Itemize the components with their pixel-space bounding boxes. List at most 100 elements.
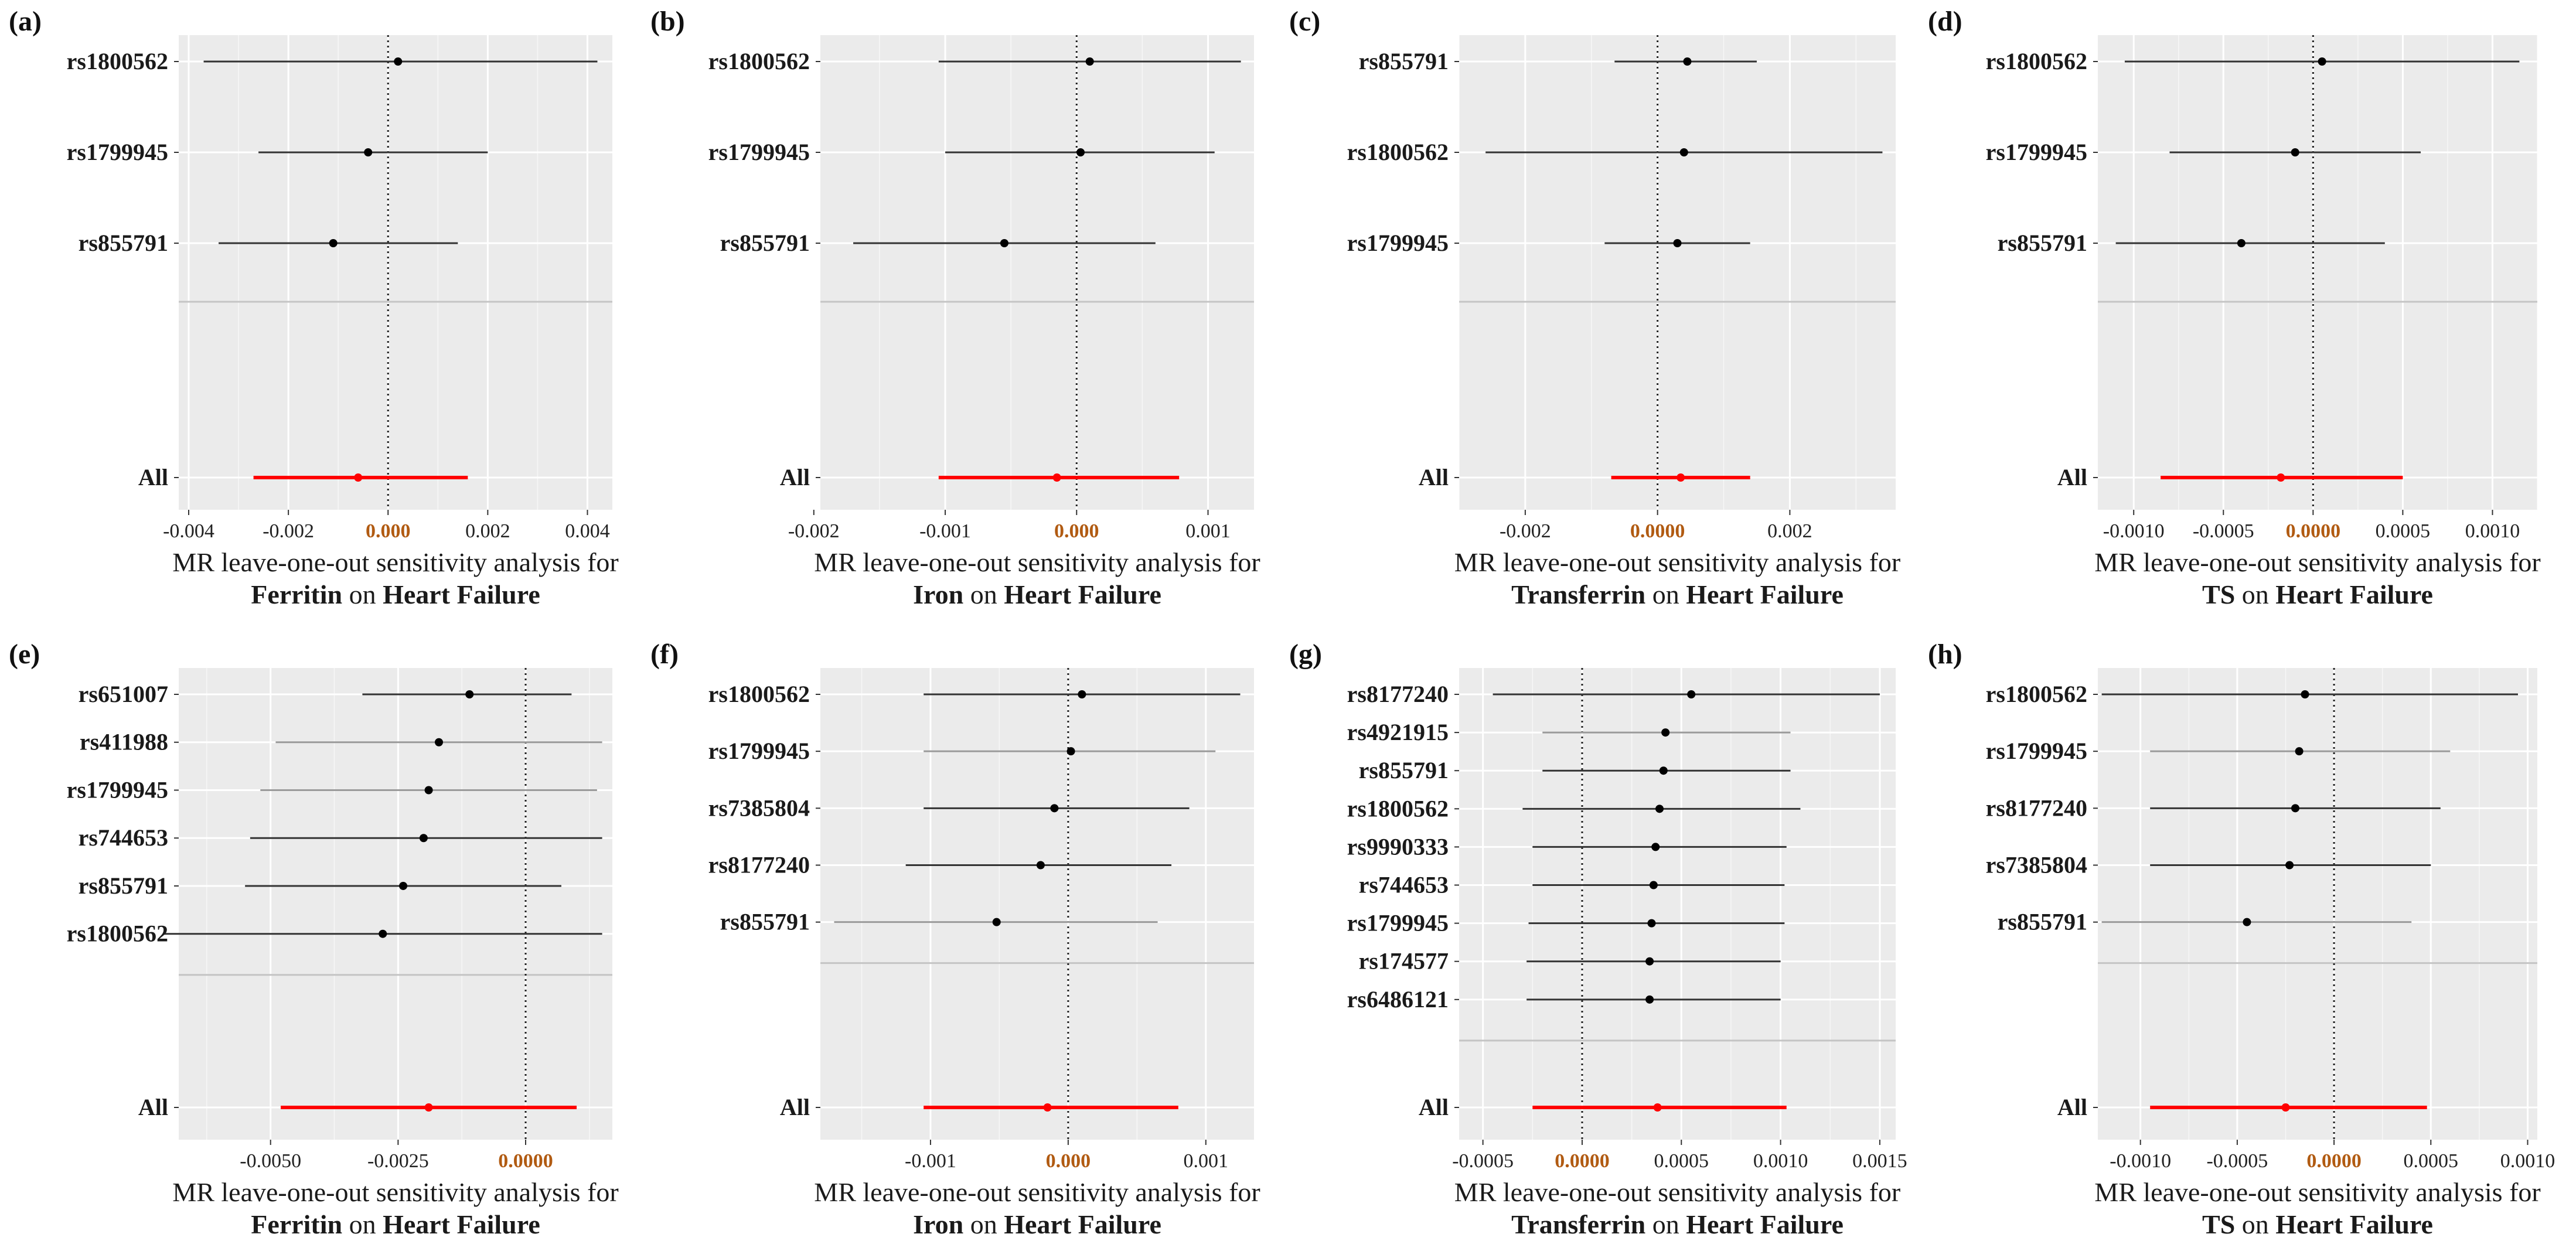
all-label: All	[780, 1094, 810, 1120]
point-all	[1052, 473, 1061, 482]
panel-label: (c)	[1289, 6, 1320, 37]
exposure-name: Transferrin	[1511, 1209, 1645, 1239]
snp-label: rs1799945	[67, 139, 168, 165]
point-all	[2281, 1103, 2290, 1112]
outcome-name: Heart Failure	[1004, 1209, 1161, 1239]
all-label: All	[2057, 464, 2087, 490]
panel-c: rs855791 rs1800562 rs1799945 All -0.002 0.000…	[1289, 6, 1900, 609]
x-axis-title-line2: Transferrin on Heart Failure	[1511, 1209, 1844, 1239]
snp-label: rs1800562	[67, 921, 168, 947]
x-tick-label: 0.001	[1184, 1150, 1229, 1172]
outcome-name: Heart Failure	[383, 1209, 540, 1239]
x-tick-label: -0.001	[919, 520, 971, 542]
point-rs855791	[399, 881, 408, 890]
snp-label: rs1799945	[708, 738, 810, 764]
snp-label: rs1799945	[1347, 910, 1449, 936]
x-tick-label: 0.0000	[2286, 520, 2341, 542]
plot-background	[820, 35, 1254, 510]
x-tick-label: 0.0005	[1654, 1150, 1709, 1172]
x-tick-label: -0.002	[788, 520, 840, 542]
x-tick-label: -0.004	[163, 520, 214, 542]
point-rs855791	[992, 918, 1001, 926]
all-label: All	[1419, 1094, 1449, 1120]
x-tick-label: 0.0010	[2465, 520, 2520, 542]
snp-label: rs1800562	[708, 48, 810, 74]
exposure-name: TS	[2202, 580, 2235, 609]
all-label: All	[780, 464, 810, 490]
point-rs1799945	[2291, 148, 2299, 156]
x-tick-label: 0.0005	[2404, 1150, 2459, 1172]
point-rs1799945	[1066, 747, 1075, 756]
on-word: on	[1645, 1209, 1686, 1239]
plot-background	[179, 35, 612, 510]
point-rs855791	[1659, 766, 1668, 775]
point-all	[424, 1103, 433, 1112]
snp-label: rs411988	[80, 729, 168, 755]
exposure-name: Ferritin	[251, 1209, 342, 1239]
point-rs744653	[419, 834, 428, 843]
all-label: All	[138, 1094, 168, 1120]
x-axis-title-line1: MR leave-one-out sensitivity analysis fo…	[2094, 1177, 2540, 1207]
snp-label: rs8177240	[1986, 795, 2087, 821]
point-rs1800562	[394, 57, 403, 66]
point-rs411988	[435, 738, 443, 746]
all-label: All	[138, 464, 168, 490]
point-rs8177240	[2291, 804, 2300, 813]
point-rs1800562	[1655, 805, 1664, 813]
snp-label: rs1799945	[1986, 738, 2087, 764]
point-rs1800562	[2318, 57, 2326, 66]
snp-label: rs6486121	[1347, 986, 1449, 1013]
panel-label: (f)	[650, 639, 679, 670]
on-word: on	[342, 1209, 383, 1239]
x-tick-label: -0.0025	[367, 1150, 429, 1172]
point-rs744653	[1649, 881, 1658, 889]
on-word: on	[963, 1209, 1004, 1239]
x-tick-label: -0.001	[905, 1150, 956, 1172]
x-axis-title-line2: Iron on Heart Failure	[913, 1209, 1161, 1239]
snp-label: rs651007	[79, 681, 168, 707]
x-axis-title-line2: Ferritin on Heart Failure	[251, 580, 540, 609]
snp-label: rs744653	[79, 824, 168, 851]
panel-d: rs1800562 rs1799945 rs855791 All -0.0010 -0.0…	[1928, 6, 2541, 609]
x-axis-title-line1: MR leave-one-out sensitivity analysis fo…	[172, 547, 618, 577]
snp-label: rs855791	[1359, 48, 1449, 74]
point-rs1799945	[2295, 747, 2304, 756]
panel-label: (a)	[9, 6, 42, 37]
snp-label: rs1800562	[1347, 139, 1449, 165]
x-tick-label: 0.000	[366, 520, 411, 542]
point-rs1800562	[1078, 690, 1086, 698]
snp-label: rs855791	[79, 230, 168, 256]
on-word: on	[1645, 580, 1686, 609]
snp-label: rs855791	[720, 230, 810, 256]
outcome-name: Heart Failure	[1686, 1209, 1844, 1239]
point-rs8177240	[1036, 861, 1045, 870]
x-tick-label: 0.0010	[2500, 1150, 2555, 1172]
point-rs174577	[1645, 957, 1654, 966]
snp-label: rs1800562	[67, 48, 168, 74]
plot-background	[2098, 668, 2537, 1140]
snp-label: rs744653	[1359, 872, 1449, 898]
point-rs855791	[1683, 57, 1692, 66]
x-axis-title-line2: TS on Heart Failure	[2202, 1209, 2433, 1239]
snp-label: rs1799945	[1347, 230, 1449, 256]
panel-label: (h)	[1928, 639, 1962, 670]
snp-label: rs1799945	[1986, 139, 2087, 165]
x-tick-label: -0.0050	[240, 1150, 301, 1172]
panel-label: (b)	[650, 6, 685, 37]
point-all	[1043, 1103, 1052, 1112]
point-rs1799945	[364, 148, 373, 156]
x-axis-title-line2: Ferritin on Heart Failure	[251, 1209, 540, 1239]
snp-label: rs8177240	[1347, 681, 1449, 707]
snp-label: rs9990333	[1347, 833, 1449, 860]
point-rs1799945	[424, 786, 433, 795]
x-tick-label: -0.0005	[2193, 520, 2254, 542]
snp-label: rs1800562	[1986, 48, 2087, 74]
plot-background	[820, 668, 1254, 1140]
x-axis-title-line1: MR leave-one-out sensitivity analysis fo…	[1454, 1177, 1900, 1207]
x-tick-label: -0.0005	[2206, 1150, 2268, 1172]
x-axis-title-line2: Iron on Heart Failure	[913, 580, 1161, 609]
outcome-name: Heart Failure	[1686, 580, 1844, 609]
x-axis-title-line1: MR leave-one-out sensitivity analysis fo…	[2094, 547, 2540, 577]
point-rs4921915	[1661, 728, 1670, 737]
panel-g: rs8177240 rs4921915 rs855791 rs1800562 rs999…	[1289, 639, 1907, 1239]
